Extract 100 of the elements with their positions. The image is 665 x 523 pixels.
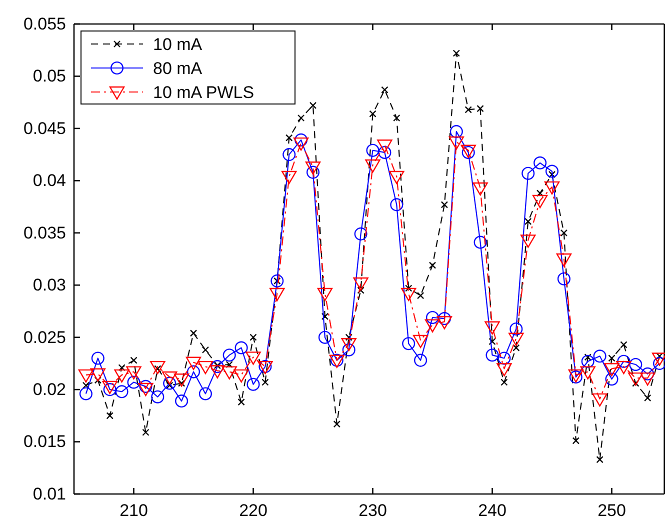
point [617, 354, 630, 368]
point [139, 380, 152, 393]
point [512, 344, 520, 352]
point [390, 198, 404, 212]
point [428, 262, 436, 269]
point [246, 352, 261, 365]
point [103, 383, 116, 396]
point [294, 133, 308, 146]
point [90, 368, 106, 382]
point [424, 319, 440, 332]
point [202, 346, 210, 354]
y-tick-label: 0.05 [32, 66, 66, 86]
point [342, 343, 356, 356]
point [226, 360, 233, 368]
point [341, 338, 356, 352]
point [91, 352, 104, 365]
y-tick-label: 0.025 [23, 328, 66, 347]
point [640, 372, 656, 386]
point [238, 398, 245, 406]
y-tick-label: 0.035 [23, 223, 66, 242]
point [498, 352, 511, 365]
point [333, 420, 340, 428]
point [115, 385, 128, 398]
point [605, 372, 618, 386]
point [644, 394, 652, 402]
legend-label: 80 mA [153, 59, 203, 78]
point [270, 288, 285, 302]
point [416, 292, 424, 300]
point [401, 288, 416, 302]
point [317, 288, 333, 302]
point [305, 161, 321, 175]
point [106, 412, 114, 420]
point [393, 114, 400, 122]
point [452, 50, 460, 57]
point [653, 356, 665, 370]
point [560, 229, 568, 236]
point [628, 372, 644, 386]
point [545, 164, 559, 178]
point [412, 334, 428, 348]
point [210, 360, 224, 374]
point [79, 387, 92, 400]
point [500, 378, 508, 386]
point [496, 363, 512, 376]
point [321, 312, 329, 320]
point [262, 378, 269, 386]
point [544, 181, 560, 195]
point [126, 366, 142, 380]
point [488, 338, 496, 346]
y-tick-label: 0.03 [32, 276, 66, 295]
point [426, 310, 440, 324]
y-tick-label: 0.04 [32, 171, 66, 190]
point [402, 337, 416, 350]
point [353, 277, 368, 291]
point [448, 136, 464, 150]
point [377, 140, 392, 153]
point [405, 284, 412, 292]
point [616, 360, 632, 374]
point [572, 437, 580, 444]
point [474, 236, 487, 249]
point [608, 354, 616, 362]
point [151, 390, 164, 404]
point [186, 356, 202, 370]
point [174, 374, 190, 387]
point [510, 322, 523, 336]
point [556, 253, 572, 267]
point [297, 114, 305, 122]
point [210, 365, 225, 378]
point [486, 348, 499, 362]
point [584, 354, 592, 361]
point [306, 166, 320, 179]
point [604, 363, 620, 376]
point [557, 272, 570, 286]
point [118, 364, 126, 372]
point [438, 312, 451, 326]
point [78, 369, 94, 383]
point [366, 144, 380, 157]
point [534, 156, 547, 170]
point [293, 137, 309, 151]
point [250, 334, 257, 341]
point [389, 170, 404, 184]
x-tick-label: 210 [120, 501, 148, 520]
point [142, 428, 150, 436]
y-tick-label: 0.01 [32, 484, 66, 504]
point [190, 330, 198, 337]
point [102, 380, 118, 394]
point [114, 369, 130, 383]
point [130, 356, 138, 364]
point [150, 360, 166, 374]
point [596, 456, 604, 464]
point [522, 166, 535, 180]
point [440, 201, 448, 208]
x-tick-label: 230 [358, 501, 387, 520]
point [354, 227, 368, 240]
point [536, 190, 544, 197]
point [138, 382, 154, 396]
point [532, 194, 548, 208]
point [508, 332, 524, 346]
point [592, 393, 608, 407]
point [381, 86, 388, 94]
point [414, 354, 428, 367]
